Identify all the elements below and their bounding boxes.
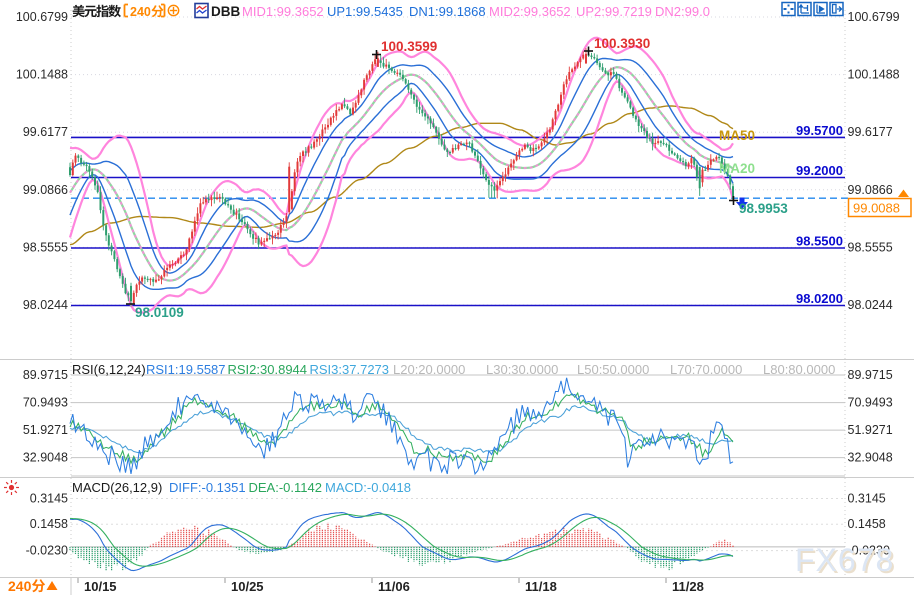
svg-text:MACD(26,12,9): MACD(26,12,9) [72, 480, 162, 495]
svg-text:0.1458: 0.1458 [30, 517, 68, 531]
svg-text:100.3599: 100.3599 [381, 39, 437, 54]
svg-text:89.9715: 89.9715 [23, 368, 68, 382]
svg-text:L80:80.0000: L80:80.0000 [763, 362, 835, 377]
svg-text:100.6799: 100.6799 [16, 10, 68, 24]
svg-text:98.0200: 98.0200 [796, 291, 843, 306]
svg-text:240: 240 [8, 578, 32, 594]
svg-text:70.9493: 70.9493 [848, 396, 893, 410]
svg-text:70.9493: 70.9493 [23, 396, 68, 410]
svg-text:RSI2:30.8944: RSI2:30.8944 [228, 362, 308, 377]
svg-text:99.6177: 99.6177 [23, 125, 68, 139]
svg-text:100.3930: 100.3930 [594, 36, 650, 51]
svg-text:MA20: MA20 [719, 161, 755, 176]
svg-text:-0.0230: -0.0230 [848, 544, 890, 558]
svg-text:98.5500: 98.5500 [796, 234, 843, 249]
svg-text:99.2000: 99.2000 [796, 163, 843, 178]
svg-text:32.9048: 32.9048 [23, 451, 68, 465]
svg-text:99.0088: 99.0088 [853, 201, 900, 216]
svg-text:L70:70.0000: L70:70.0000 [670, 362, 742, 377]
svg-text:32.9048: 32.9048 [848, 451, 893, 465]
svg-text:L50:50.0000: L50:50.0000 [577, 362, 649, 377]
svg-text:-0.0230: -0.0230 [26, 544, 68, 558]
svg-text:0.1458: 0.1458 [848, 517, 886, 531]
svg-text:98.9953: 98.9953 [739, 201, 788, 216]
svg-text:100.1488: 100.1488 [16, 68, 68, 82]
svg-text:L30:30.0000: L30:30.0000 [486, 362, 558, 377]
svg-text:100.6799: 100.6799 [848, 10, 900, 24]
svg-text:51.9271: 51.9271 [23, 423, 68, 437]
svg-text:99.6177: 99.6177 [848, 125, 893, 139]
svg-text:98.0244: 98.0244 [848, 298, 893, 312]
svg-text:DN2:99.0: DN2:99.0 [655, 4, 710, 19]
svg-text:RSI3:37.7273: RSI3:37.7273 [310, 362, 390, 377]
svg-text:UP1:99.5435: UP1:99.5435 [327, 4, 403, 19]
svg-text:98.0244: 98.0244 [23, 298, 68, 312]
svg-text:98.0109: 98.0109 [135, 305, 184, 320]
svg-text:11/06: 11/06 [378, 579, 410, 594]
svg-text:100.1488: 100.1488 [848, 68, 900, 82]
svg-text:MA50: MA50 [719, 128, 755, 143]
svg-text:RSI(6,12,24): RSI(6,12,24) [72, 362, 146, 377]
svg-text:MACD:-0.0418: MACD:-0.0418 [325, 480, 411, 495]
svg-text:10/15: 10/15 [84, 579, 117, 594]
svg-text:DN1:99.1868: DN1:99.1868 [409, 4, 486, 19]
svg-text:10/25: 10/25 [231, 579, 264, 594]
svg-text:99.5700: 99.5700 [796, 123, 843, 138]
svg-text:98.5555: 98.5555 [23, 240, 68, 254]
svg-text:99.0866: 99.0866 [23, 183, 68, 197]
svg-text:98.5555: 98.5555 [848, 240, 893, 254]
svg-text:RSI1:19.5587: RSI1:19.5587 [146, 362, 226, 377]
svg-text:FX678: FX678 [795, 542, 894, 578]
svg-text:240: 240 [130, 5, 151, 19]
svg-text:FX678: FX678 [797, 544, 896, 580]
svg-text:89.9715: 89.9715 [848, 368, 893, 382]
svg-text:L20:20.0000: L20:20.0000 [393, 362, 465, 377]
svg-text:DIFF:-0.1351: DIFF:-0.1351 [169, 480, 246, 495]
svg-text:0.3145: 0.3145 [848, 492, 886, 506]
svg-text:DEA:-0.1142: DEA:-0.1142 [249, 480, 322, 495]
svg-text:DBB: DBB [211, 4, 240, 19]
svg-text:MID2:99.3652: MID2:99.3652 [489, 4, 571, 19]
svg-text:99.0866: 99.0866 [848, 183, 893, 197]
svg-text:0.3145: 0.3145 [30, 492, 68, 506]
svg-text:11/28: 11/28 [672, 579, 704, 594]
svg-text:11/18: 11/18 [525, 579, 557, 594]
svg-text:51.9271: 51.9271 [848, 423, 893, 437]
svg-text:UP2:99.7219: UP2:99.7219 [576, 4, 652, 19]
svg-text:MID1:99.3652: MID1:99.3652 [242, 4, 324, 19]
